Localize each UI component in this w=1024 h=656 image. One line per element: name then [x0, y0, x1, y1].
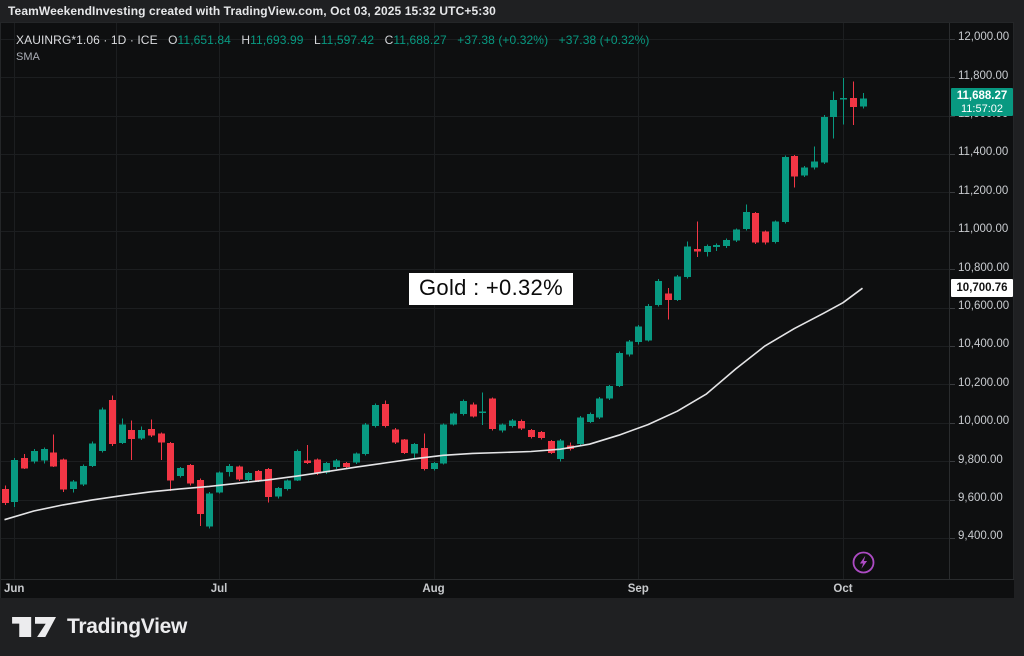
price-tick-mark	[950, 154, 955, 155]
price-tick-label: 11,800.00	[958, 69, 1009, 82]
price-tick-mark	[950, 308, 955, 309]
time-tick-label: Oct	[833, 583, 853, 595]
price-tick-mark	[950, 384, 955, 385]
price-tick-mark	[950, 231, 955, 232]
price-tick-mark	[950, 192, 955, 193]
price-tick-mark	[950, 39, 955, 40]
price-tick-label: 10,400.00	[958, 338, 1010, 351]
price-tick-label: 12,000.00	[958, 31, 1010, 44]
price-tick-label: 9,400.00	[958, 530, 1003, 543]
price-tick-label: 9,800.00	[958, 453, 1003, 466]
gridlines	[1, 23, 949, 579]
price-tick-label: 9,600.00	[958, 492, 1003, 504]
last-price-badge: 11,688.27 11:57:02	[951, 87, 1013, 116]
price-tick-label: 10,000.00	[958, 415, 1010, 428]
sma-price-badge: 10,700.76	[951, 279, 1013, 298]
candles[interactable]	[2, 77, 867, 529]
time-tick-label: Jul	[210, 583, 228, 595]
price-tick-mark	[950, 538, 955, 539]
gold-change-label[interactable]: Gold : +0.32%	[409, 273, 573, 305]
price-tick-mark	[950, 346, 955, 347]
time-tick-label: Jun	[4, 583, 25, 595]
price-axis[interactable]: 11,688.27 11:57:02 10,700.76 12,000.00 11…	[949, 23, 1016, 579]
price-tick-label: 11,400.00	[958, 146, 1009, 159]
tradingview-brand[interactable]: TradingView	[67, 615, 188, 638]
tradingview-logo-icon[interactable]	[12, 616, 58, 638]
price-tick-mark	[950, 423, 955, 424]
candlestick-chart[interactable]	[1, 23, 949, 598]
price-tick-label: 10,200.00	[958, 376, 1010, 389]
price-tick-label: 10,600.00	[958, 300, 1010, 312]
time-axis[interactable]: Jun Jul Aug Sep Oct	[1, 579, 1014, 599]
bar-countdown: 11:57:02	[960, 102, 1003, 115]
price-tick-mark	[950, 500, 955, 501]
price-tick-label: 11,200.00	[958, 184, 1009, 197]
attribution-bar: TeamWeekendInvesting created with Tradin…	[0, 0, 1024, 22]
time-tick-label: Aug	[422, 583, 445, 595]
price-tick-mark	[950, 269, 955, 270]
price-tick-label: 11,000.00	[958, 223, 1009, 236]
lightning-icon[interactable]	[850, 549, 877, 576]
chart-widget: XAUINRG*1.06 · 1D · ICE O11,651.84 H11,6…	[0, 22, 1016, 599]
price-tick-mark	[950, 77, 955, 78]
bolt-glyph	[859, 555, 868, 569]
attribution-text: TeamWeekendInvesting created with Tradin…	[8, 4, 496, 18]
last-price-value: 11,688.27	[956, 89, 1008, 102]
price-tick-mark	[950, 461, 955, 462]
sma-line[interactable]	[4, 287, 863, 521]
price-tick-label: 10,800.00	[958, 261, 1010, 274]
price-tick-mark	[950, 116, 955, 117]
time-tick-label: Sep	[627, 583, 649, 595]
footer: TradingView	[0, 598, 1024, 656]
